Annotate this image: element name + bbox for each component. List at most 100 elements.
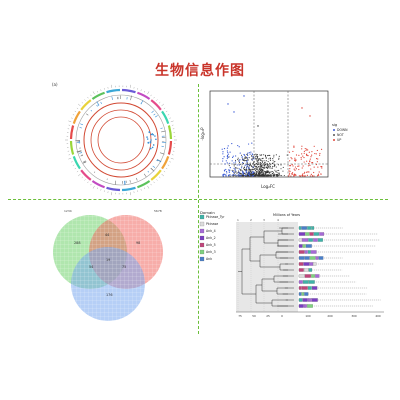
volcano-point-not — [257, 159, 260, 161]
volcano-point-outlier — [309, 115, 311, 117]
volcano-point-up — [302, 165, 304, 167]
tree-legend-title: Domain — [200, 210, 215, 215]
volcano-point-up — [290, 175, 292, 177]
volcano-point-not — [278, 173, 280, 175]
volcano-point-not — [286, 154, 288, 156]
circos-tick — [90, 94, 92, 97]
volcano-point-up — [310, 173, 312, 175]
volcano-point-not — [261, 166, 263, 168]
volcano-point-not — [262, 170, 264, 172]
volcano-point-not — [256, 174, 258, 176]
volcano-point-not — [254, 171, 256, 173]
tree-domain-block — [302, 244, 306, 248]
volcano-point-up — [311, 162, 313, 164]
volcano-point-not — [277, 172, 279, 174]
volcano-point-up — [303, 172, 305, 175]
circos-tick — [144, 187, 146, 190]
volcano-point-down — [251, 153, 253, 155]
circos-point — [146, 136, 148, 138]
volcano-point-not — [279, 174, 281, 176]
volcano-point-up — [289, 164, 291, 167]
volcano-point-down — [222, 158, 224, 160]
circos-ticks — [65, 84, 177, 196]
volcano-point-not — [247, 175, 249, 177]
volcano-point-not — [255, 155, 257, 157]
volcano-point-not — [251, 158, 253, 160]
circos-gene-bar — [77, 150, 82, 153]
tree-domain-block — [298, 262, 304, 266]
venn-label-top-left: 1234 — [64, 209, 72, 213]
volcano-point-not — [246, 174, 248, 176]
circos-tick — [68, 120, 72, 123]
circos-tick — [153, 181, 155, 184]
volcano-point-up — [316, 175, 319, 177]
tree-domain-block — [307, 226, 312, 230]
volcano-point-not — [256, 159, 258, 161]
circos-tick — [156, 179, 158, 181]
volcano-point-down — [248, 175, 251, 177]
volcano-point-down — [238, 160, 240, 162]
tree-domain-block — [308, 280, 315, 284]
circos-gene-bar — [80, 123, 84, 126]
tree-x-tick-label: 0 — [281, 314, 283, 318]
volcano-point-down — [225, 175, 227, 177]
volcano-point-not — [242, 163, 245, 165]
circos-band-segment — [137, 180, 151, 189]
volcano-point-not — [260, 170, 262, 172]
volcano-point-not — [229, 175, 231, 177]
volcano-point-down — [226, 150, 229, 152]
volcano-point-not — [259, 171, 261, 174]
volcano-point-up — [320, 148, 323, 150]
tree-domain-block — [302, 238, 309, 242]
volcano-point-down — [226, 172, 228, 174]
volcano-point-up — [306, 174, 308, 176]
volcano-point-not — [274, 169, 276, 171]
volcano-point-not — [280, 164, 282, 166]
volcano-point-not — [260, 166, 262, 168]
tree-legend-label: Pkinase — [206, 222, 218, 226]
tree-x-ticks: 75 50 25 0 100 200 300 400 — [238, 314, 381, 318]
volcano-point-down — [249, 153, 251, 155]
tree-domain-block — [298, 226, 302, 230]
volcano-point-up — [307, 149, 309, 151]
volcano-point-not — [272, 159, 274, 161]
volcano-point-down — [241, 170, 244, 172]
circos-gene-bar — [159, 152, 165, 155]
volcano-point-down — [241, 156, 243, 158]
circos-gene-bar — [150, 167, 155, 172]
volcano-point-not — [252, 162, 254, 164]
tree-branches — [238, 227, 294, 307]
circos-point — [149, 147, 152, 150]
volcano-point-not — [269, 175, 271, 177]
volcano-point-not — [278, 169, 280, 172]
tree-top-tick-label: 2 — [250, 218, 252, 222]
volcano-point-not — [263, 154, 265, 156]
volcano-point-not — [233, 164, 235, 166]
volcano-point-not — [261, 172, 263, 174]
volcano-point-down — [231, 156, 234, 159]
volcano-point-down — [239, 152, 241, 154]
volcano-point-not — [259, 165, 261, 167]
tree-legend-label: Ank — [206, 257, 212, 261]
volcano-point-not — [264, 154, 266, 156]
tree-top-tick-label: 3 — [263, 218, 265, 222]
volcano-point-down — [225, 160, 227, 162]
circos-tick — [150, 94, 152, 97]
volcano-point-not — [234, 167, 236, 169]
volcano-point-not — [245, 156, 248, 158]
circos-gene-bar — [161, 130, 166, 133]
volcano-point-up — [303, 152, 305, 154]
circos-band-segment — [80, 169, 92, 181]
volcano-point-not — [273, 175, 275, 177]
volcano-point-down — [222, 175, 224, 177]
circos-tick — [72, 164, 75, 166]
volcano-point-not — [257, 168, 259, 170]
tree-top-tick-label: 1 — [237, 218, 239, 222]
volcano-point-not — [273, 174, 275, 176]
volcano-point-up — [301, 167, 303, 169]
circos-gene-bar — [111, 96, 113, 100]
circos-gene-bar — [97, 104, 99, 106]
volcano-point-not — [259, 175, 262, 177]
volcano-point-not — [228, 156, 230, 158]
